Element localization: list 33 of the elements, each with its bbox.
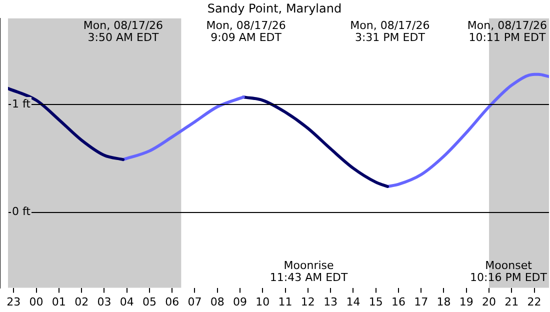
x-tick-label: 07	[188, 295, 202, 308]
x-tick-label: 23	[6, 295, 21, 308]
x-tick-label: 21	[504, 295, 519, 308]
x-tick-label: 15	[368, 295, 383, 308]
annotation: Mon, 08/17/26 10:11 PM EDT	[467, 18, 547, 44]
annotation: Mon, 08/17/26 9:09 AM EDT	[206, 18, 286, 44]
x-tick-label: 20	[482, 295, 496, 308]
x-tick-label: 08	[210, 295, 224, 308]
x-tick-label: 05	[142, 295, 156, 308]
x-tick-label: 18	[436, 295, 451, 308]
x-tick-label: 14	[346, 295, 360, 308]
x-tick-label: 06	[165, 295, 180, 308]
x-tick-label: 19	[459, 295, 474, 308]
x-tick-label: 13	[324, 295, 338, 308]
x-tick-label: 03	[97, 295, 112, 308]
x-tick-label: 00	[29, 295, 44, 308]
x-tick-label: 01	[52, 295, 66, 308]
y-tick-label: 1 ft	[12, 97, 32, 110]
x-tick-label: 17	[414, 295, 428, 308]
x-tick-label: 02	[74, 295, 89, 308]
annotation: Mon, 08/17/26 3:31 PM EDT	[350, 18, 430, 44]
x-tick-label: 12	[300, 295, 315, 308]
chart-title: Sandy Point, Maryland	[207, 1, 342, 16]
y-tick-label: 0 ft	[12, 205, 32, 218]
annotation: Mon, 08/17/26 3:50 AM EDT	[83, 18, 164, 44]
x-tick-label: 10	[256, 295, 270, 308]
x-tick-label: 09	[233, 295, 248, 308]
annotation: Moonrise 11:43 AM EDT	[270, 259, 348, 284]
x-tick-label: 16	[391, 295, 406, 308]
x-tick-label: 11	[278, 295, 292, 308]
x-tick-label: 04	[120, 295, 134, 308]
x-tick-label: 22	[527, 295, 542, 308]
annotation: Moonset 10:16 PM EDT	[470, 259, 548, 284]
